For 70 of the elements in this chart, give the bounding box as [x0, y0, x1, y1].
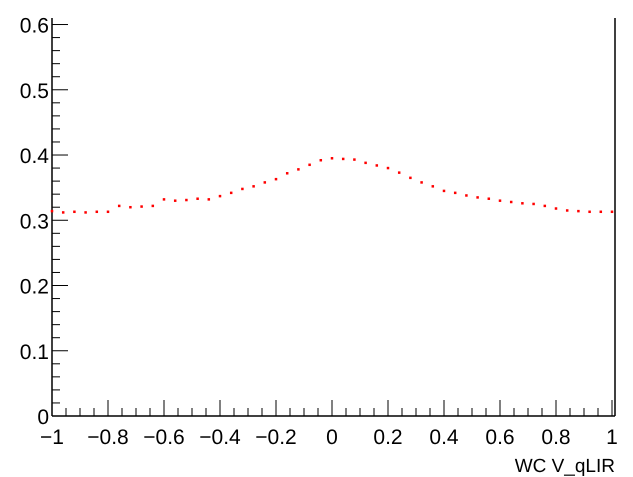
y-tick-label: 0.3: [20, 210, 49, 234]
x-tick-label: 0.6: [485, 426, 515, 449]
x-tick-label: 0.2: [373, 426, 403, 449]
point: [320, 158, 322, 162]
point: [454, 192, 456, 194]
point: [96, 210, 98, 214]
point: [297, 168, 300, 171]
y-tick-label: 0.2: [20, 276, 49, 299]
point: [476, 196, 479, 199]
point: [600, 210, 602, 214]
point: [185, 198, 188, 202]
point: [73, 210, 76, 214]
point: [342, 158, 344, 160]
point: [84, 211, 87, 214]
point: [308, 164, 311, 166]
point: [218, 194, 222, 198]
point: [274, 178, 278, 180]
point: [488, 197, 490, 200]
x-tick-label: −1: [40, 426, 64, 449]
point: [162, 198, 166, 201]
point: [442, 190, 446, 192]
point: [544, 204, 546, 208]
point: [208, 198, 210, 201]
point: [532, 202, 535, 206]
point: [252, 185, 255, 188]
point: [376, 164, 378, 167]
point: [129, 206, 132, 208]
point: [50, 210, 54, 212]
x-axis-title: WC V_qLIR: [514, 456, 615, 477]
point: [286, 172, 288, 175]
point: [196, 197, 199, 200]
point: [610, 210, 614, 214]
y-tick-label: 0.6: [20, 14, 49, 38]
x-tick-label: −0.2: [255, 426, 297, 449]
point: [140, 205, 143, 208]
x-tick-label: 1: [606, 426, 618, 449]
point: [264, 181, 266, 184]
point: [521, 202, 524, 205]
y-tick-label: 0.5: [20, 80, 49, 103]
point: [554, 207, 558, 210]
x-tick-label: 0.8: [541, 426, 571, 449]
x-tick-label: −0.6: [143, 426, 185, 449]
point: [465, 194, 468, 197]
x-tick-label: 0: [326, 426, 338, 449]
x-tick-label: −0.4: [199, 426, 242, 449]
point: [152, 204, 154, 208]
point: [510, 200, 512, 204]
y-tick-label: 0.1: [20, 340, 49, 364]
point: [386, 166, 390, 170]
point: [398, 171, 400, 174]
x-tick-label: 0.4: [429, 426, 459, 449]
point: [353, 158, 356, 161]
point: [432, 185, 434, 188]
point: [174, 199, 176, 202]
point: [106, 210, 110, 214]
point: [577, 210, 580, 212]
point: [420, 181, 423, 184]
point: [118, 204, 120, 208]
point: [409, 176, 412, 180]
y-tick-label: 0.4: [20, 145, 50, 168]
point: [230, 192, 232, 194]
point: [330, 157, 334, 160]
x-tick-label: −0.8: [87, 426, 129, 449]
point: [566, 209, 568, 212]
point: [498, 199, 502, 202]
y-tick-label: 0: [37, 406, 49, 429]
point: [62, 211, 64, 214]
point: [364, 162, 367, 164]
point: [241, 188, 244, 190]
point: [588, 210, 591, 214]
